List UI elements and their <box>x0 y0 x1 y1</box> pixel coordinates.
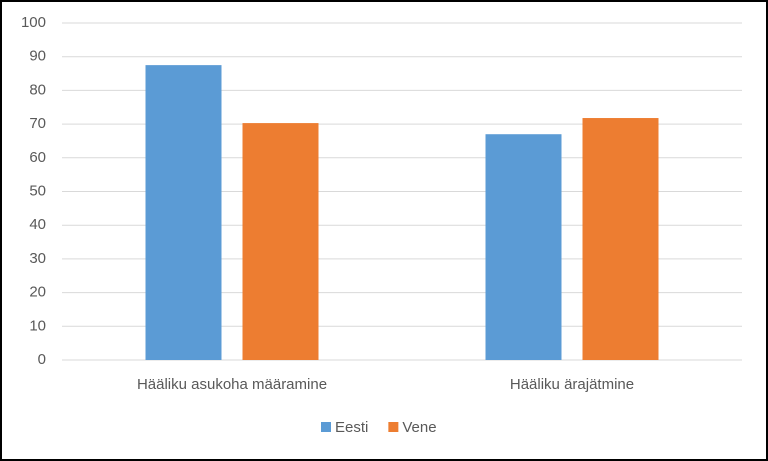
y-tick-label: 20 <box>29 284 46 301</box>
y-tick-label: 100 <box>21 14 46 31</box>
legend-label: Eesti <box>335 419 368 436</box>
y-tick-label: 40 <box>29 216 46 233</box>
y-tick-label: 50 <box>29 182 46 199</box>
x-tick-label: Hääliku asukoha määramine <box>137 376 327 393</box>
bar <box>242 123 319 361</box>
bar <box>145 65 222 360</box>
x-tick-label: Hääliku ärajätmine <box>510 376 634 393</box>
y-tick-label: 90 <box>29 48 46 65</box>
y-tick-label: 30 <box>29 250 46 267</box>
y-tick-label: 80 <box>29 81 46 98</box>
bar <box>582 118 659 360</box>
y-tick-label: 10 <box>29 317 46 334</box>
y-tick-label: 70 <box>29 115 46 132</box>
legend-label: Vene <box>402 419 436 436</box>
bar <box>485 134 562 360</box>
y-tick-label: 60 <box>29 149 46 166</box>
y-tick-label: 0 <box>38 351 46 368</box>
legend-swatch <box>388 422 399 432</box>
legend-swatch <box>321 422 331 432</box>
